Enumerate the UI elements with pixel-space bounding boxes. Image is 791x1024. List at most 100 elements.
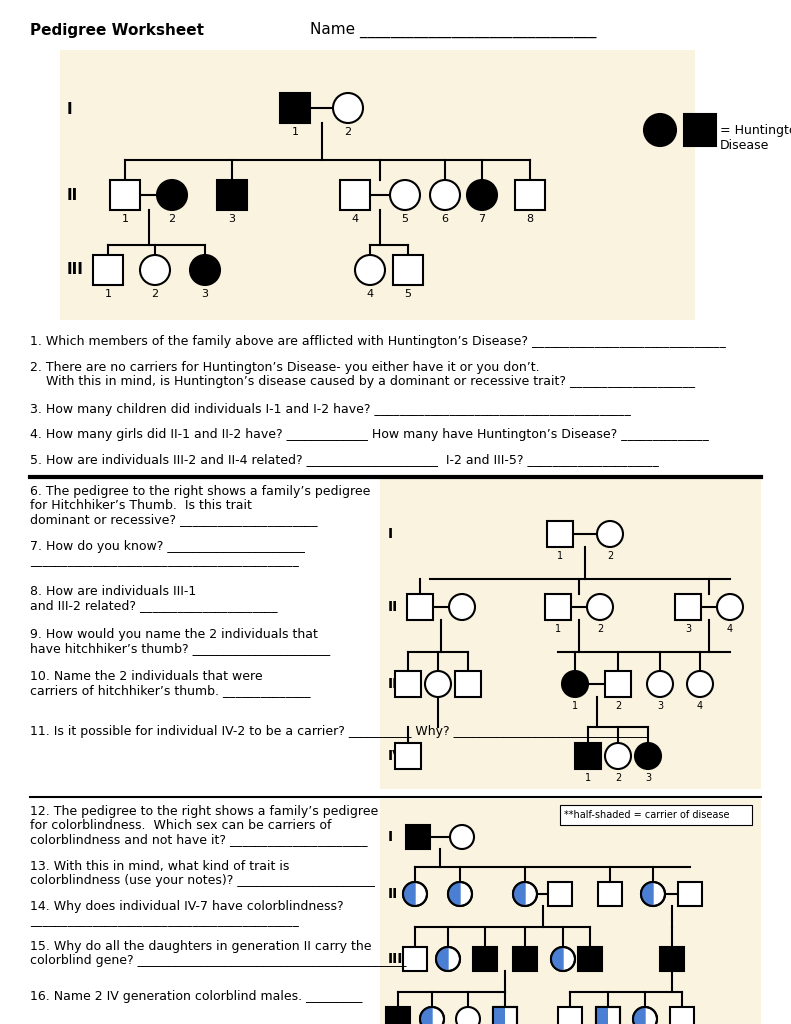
Text: colorblindness (use your notes)? ______________________: colorblindness (use your notes)? _______… bbox=[30, 874, 375, 887]
Bar bbox=[60, 50, 695, 319]
Text: II: II bbox=[388, 887, 398, 901]
Text: dominant or recessive? ______________________: dominant or recessive? _________________… bbox=[30, 513, 317, 526]
Text: 3. How many children did individuals I-1 and I-2 have? _________________________: 3. How many children did individuals I-1… bbox=[30, 403, 630, 416]
Ellipse shape bbox=[420, 1007, 444, 1024]
Ellipse shape bbox=[641, 882, 665, 906]
Text: I: I bbox=[67, 102, 73, 118]
Wedge shape bbox=[513, 882, 525, 906]
Ellipse shape bbox=[551, 947, 575, 971]
Ellipse shape bbox=[390, 180, 420, 210]
Bar bbox=[513, 947, 537, 971]
Text: 14. Why does individual IV-7 have colorblindness?: 14. Why does individual IV-7 have colorb… bbox=[30, 900, 343, 913]
Text: for colorblindness.  Which sex can be carriers of: for colorblindness. Which sex can be car… bbox=[30, 819, 331, 831]
Bar bbox=[493, 1007, 517, 1024]
Text: III: III bbox=[388, 677, 403, 691]
Bar bbox=[395, 671, 421, 697]
Text: 4. How many girls did II-1 and II-2 have? _____________ How many have Huntington: 4. How many girls did II-1 and II-2 have… bbox=[30, 428, 709, 441]
Bar bbox=[280, 93, 310, 123]
Bar bbox=[406, 825, 430, 849]
Ellipse shape bbox=[355, 255, 385, 285]
Text: ___________________________________________: ________________________________________… bbox=[30, 554, 299, 567]
Ellipse shape bbox=[449, 594, 475, 620]
Text: 3: 3 bbox=[657, 701, 663, 711]
Text: II: II bbox=[388, 600, 398, 614]
Text: IV: IV bbox=[388, 749, 404, 763]
Bar bbox=[380, 799, 761, 1024]
Text: I: I bbox=[388, 527, 393, 541]
Bar bbox=[493, 1007, 505, 1024]
Text: I: I bbox=[388, 830, 393, 844]
Text: III: III bbox=[388, 952, 403, 966]
Bar bbox=[578, 947, 602, 971]
Text: 1: 1 bbox=[122, 214, 128, 224]
Bar bbox=[596, 1007, 608, 1024]
Text: Pedigree Worksheet: Pedigree Worksheet bbox=[30, 23, 204, 38]
Text: IV: IV bbox=[388, 1012, 404, 1024]
Wedge shape bbox=[403, 882, 415, 906]
Text: 4: 4 bbox=[697, 701, 703, 711]
Text: 1: 1 bbox=[572, 701, 578, 711]
Text: for Hitchhiker’s Thumb.  Is this trait: for Hitchhiker’s Thumb. Is this trait bbox=[30, 499, 252, 512]
Bar bbox=[386, 1007, 410, 1024]
Text: 10. Name the 2 individuals that were: 10. Name the 2 individuals that were bbox=[30, 670, 263, 683]
Ellipse shape bbox=[467, 180, 497, 210]
Text: 3: 3 bbox=[202, 289, 209, 299]
Text: 1. Which members of the family above are afflicted with Huntington’s Disease? __: 1. Which members of the family above are… bbox=[30, 335, 726, 348]
Text: 2: 2 bbox=[168, 214, 176, 224]
Bar bbox=[515, 180, 545, 210]
Ellipse shape bbox=[456, 1007, 480, 1024]
Ellipse shape bbox=[157, 180, 187, 210]
Bar bbox=[473, 947, 497, 971]
Text: 6. The pedigree to the right shows a family’s pedigree: 6. The pedigree to the right shows a fam… bbox=[30, 485, 370, 498]
Text: 15. Why do all the daughters in generation II carry the: 15. Why do all the daughters in generati… bbox=[30, 940, 372, 953]
Text: 5: 5 bbox=[404, 289, 411, 299]
Text: have hitchhiker’s thumb? ______________________: have hitchhiker’s thumb? _______________… bbox=[30, 642, 330, 655]
Text: II: II bbox=[67, 187, 78, 203]
Bar bbox=[545, 594, 571, 620]
Bar bbox=[407, 594, 433, 620]
Text: 16. Name 2 IV generation colorblind males. _________: 16. Name 2 IV generation colorblind male… bbox=[30, 990, 362, 1002]
Text: 13. With this in mind, what kind of trait is: 13. With this in mind, what kind of trai… bbox=[30, 860, 290, 873]
Text: 2: 2 bbox=[615, 773, 621, 783]
Ellipse shape bbox=[605, 743, 631, 769]
Text: 9. How would you name the 2 individuals that: 9. How would you name the 2 individuals … bbox=[30, 628, 318, 641]
Bar bbox=[678, 882, 702, 906]
Text: 4: 4 bbox=[351, 214, 358, 224]
Text: Name _______________________________: Name _______________________________ bbox=[310, 22, 596, 38]
Text: 2: 2 bbox=[615, 701, 621, 711]
Text: 4: 4 bbox=[366, 289, 373, 299]
Ellipse shape bbox=[687, 671, 713, 697]
Ellipse shape bbox=[436, 947, 460, 971]
Ellipse shape bbox=[597, 521, 623, 547]
Bar bbox=[684, 114, 716, 146]
Text: Disease: Disease bbox=[720, 139, 770, 152]
Bar bbox=[548, 882, 572, 906]
Text: 5. How are individuals III-2 and II-4 related? _____________________  I-2 and II: 5. How are individuals III-2 and II-4 re… bbox=[30, 453, 659, 466]
Text: 2: 2 bbox=[151, 289, 158, 299]
Bar bbox=[395, 743, 421, 769]
Text: carriers of hitchhiker’s thumb. ______________: carriers of hitchhiker’s thumb. ________… bbox=[30, 684, 311, 697]
Ellipse shape bbox=[635, 743, 661, 769]
Bar bbox=[217, 180, 247, 210]
Ellipse shape bbox=[513, 882, 537, 906]
Bar bbox=[93, 255, 123, 285]
Ellipse shape bbox=[403, 882, 427, 906]
Bar bbox=[110, 180, 140, 210]
Bar bbox=[598, 882, 622, 906]
Bar bbox=[455, 671, 481, 697]
Text: colorblind gene? ___________________________________________: colorblind gene? _______________________… bbox=[30, 954, 407, 967]
Text: 3: 3 bbox=[645, 773, 651, 783]
Text: 2: 2 bbox=[607, 551, 613, 561]
Text: 7: 7 bbox=[479, 214, 486, 224]
Wedge shape bbox=[551, 947, 563, 971]
Ellipse shape bbox=[448, 882, 472, 906]
Text: and III-2 related? ______________________: and III-2 related? _____________________… bbox=[30, 599, 278, 612]
Ellipse shape bbox=[450, 825, 474, 849]
Bar bbox=[670, 1007, 694, 1024]
Bar bbox=[380, 479, 761, 790]
Ellipse shape bbox=[644, 114, 676, 146]
Text: 4: 4 bbox=[727, 624, 733, 634]
Wedge shape bbox=[436, 947, 448, 971]
Text: 1: 1 bbox=[585, 773, 591, 783]
Text: 3: 3 bbox=[685, 624, 691, 634]
